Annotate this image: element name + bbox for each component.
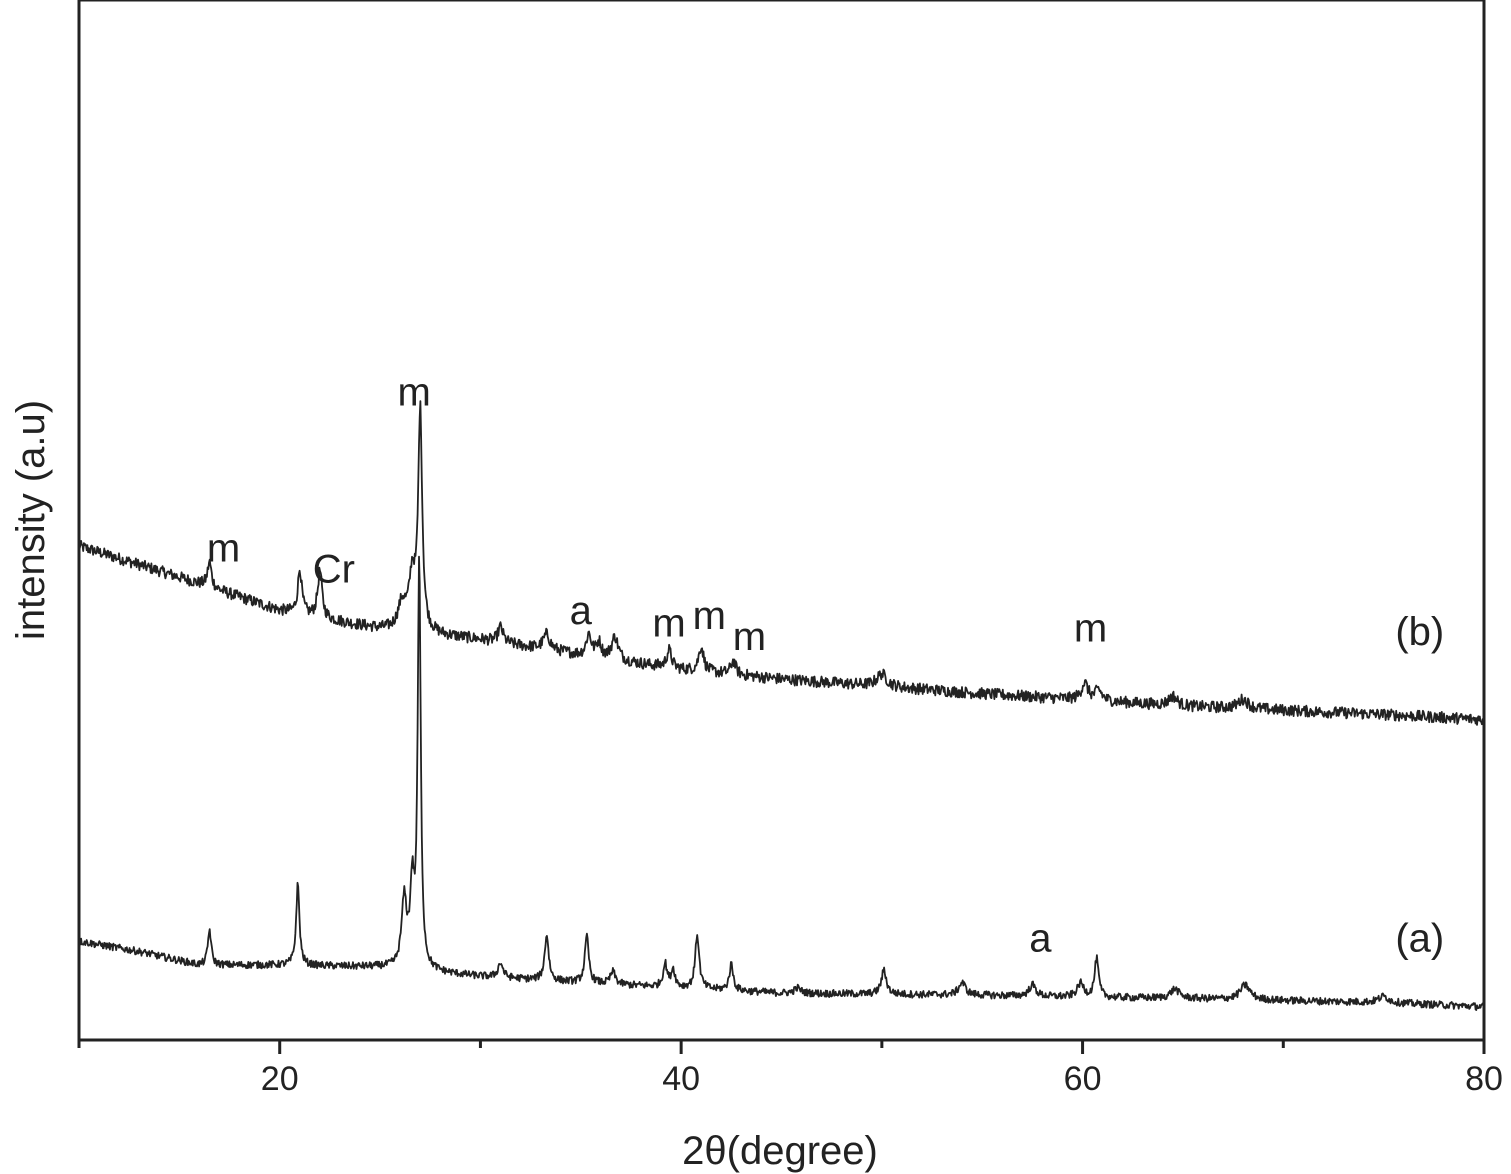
x-tick-label-20: 20 — [261, 1060, 299, 1098]
x-tick-label-80: 80 — [1465, 1060, 1503, 1098]
peak-label-7: m — [1074, 607, 1107, 651]
x-axis-title: 2θ(degree) — [682, 1129, 878, 1173]
series-label-10: (a) — [1395, 917, 1444, 961]
peak-label-3: a — [570, 589, 593, 633]
series-layer — [78, 400, 1485, 1011]
peak-label-1: Cr — [313, 547, 355, 591]
series-line-b — [78, 400, 1485, 726]
peak-label-0: m — [207, 527, 240, 571]
peak-label-2: m — [398, 371, 431, 415]
peak-label-6: m — [733, 615, 766, 659]
x-axis-ticks — [77, 1040, 1486, 1054]
x-tick-label-60: 60 — [1064, 1060, 1102, 1098]
peak-label-4: m — [652, 601, 685, 645]
peak-label-9: a — [1029, 917, 1052, 961]
y-axis-title: intensity (a.u) — [9, 400, 53, 640]
series-line-a — [78, 555, 1485, 1011]
plot-frame — [77, 0, 1486, 1042]
series-label-8: (b) — [1395, 610, 1444, 654]
peak-label-5: m — [693, 594, 726, 638]
x-axis-tick-labels: 20 40 60 80 — [261, 1060, 1503, 1098]
x-tick-label-40: 40 — [662, 1060, 700, 1098]
